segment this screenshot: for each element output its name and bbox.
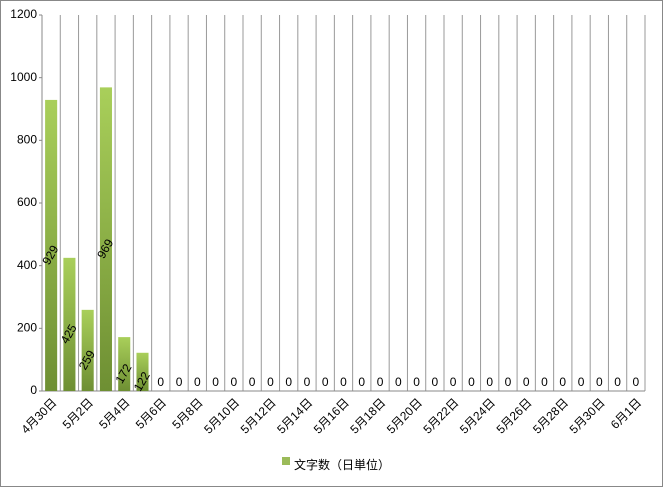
data-label: 0 [322, 375, 329, 389]
y-tick-label: 0 [30, 383, 37, 397]
data-label: 0 [395, 375, 402, 389]
y-tick-label: 400 [17, 258, 37, 272]
data-label: 0 [450, 375, 457, 389]
data-label: 0 [578, 375, 585, 389]
y-tick-label: 200 [17, 321, 37, 335]
data-label: 0 [176, 375, 183, 389]
bar [45, 99, 58, 391]
data-label: 0 [523, 375, 530, 389]
data-label: 0 [231, 375, 238, 389]
data-label: 0 [596, 375, 603, 389]
data-label: 0 [249, 375, 256, 389]
data-label: 0 [559, 375, 566, 389]
data-label: 0 [614, 375, 621, 389]
data-label: 0 [304, 375, 311, 389]
y-tick-label: 600 [17, 195, 37, 209]
data-label: 0 [377, 375, 384, 389]
data-label: 0 [267, 375, 274, 389]
data-label: 0 [432, 375, 439, 389]
data-label: 0 [633, 375, 640, 389]
y-tick-label: 1200 [10, 7, 37, 21]
bar [63, 257, 76, 391]
data-label: 0 [285, 375, 292, 389]
data-label: 0 [486, 375, 493, 389]
data-label: 0 [413, 375, 420, 389]
data-label: 0 [212, 375, 219, 389]
data-label: 0 [541, 375, 548, 389]
legend-swatch [282, 457, 290, 465]
bar [81, 309, 94, 391]
y-tick-label: 1000 [10, 70, 37, 84]
y-tick-label: 800 [17, 133, 37, 147]
bar [136, 352, 149, 391]
data-label: 0 [358, 375, 365, 389]
data-label: 0 [157, 375, 164, 389]
data-label: 0 [340, 375, 347, 389]
data-label: 0 [468, 375, 475, 389]
data-label: 0 [505, 375, 512, 389]
legend-label: 文字数（日単位） [294, 457, 390, 472]
data-label: 0 [194, 375, 201, 389]
bar [99, 87, 112, 391]
bar [118, 337, 131, 391]
